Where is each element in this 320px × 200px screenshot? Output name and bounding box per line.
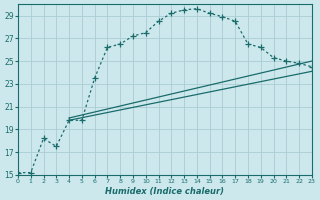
X-axis label: Humidex (Indice chaleur): Humidex (Indice chaleur) [105,187,224,196]
